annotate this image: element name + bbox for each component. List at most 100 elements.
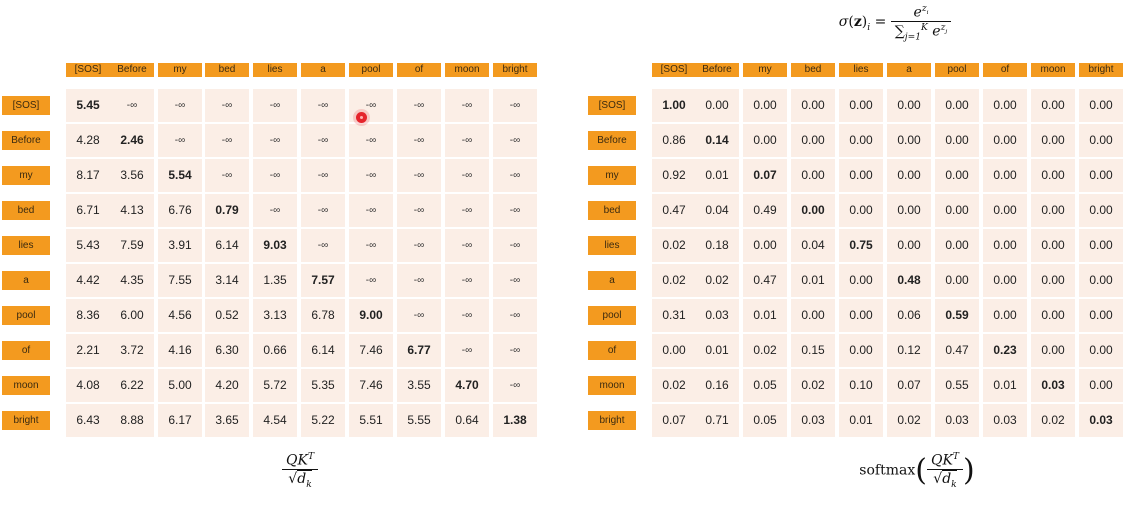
matrix-cell: -∞ [301,229,345,262]
matrix-cell: 0.01 [791,264,835,297]
matrix-cell: 0.07 [743,159,787,192]
matrix-cell: 0.00 [791,89,835,122]
matrix-cell: 0.02 [652,264,696,297]
matrix-cell: 2.46 [110,124,154,157]
row-label-pool: pool [2,306,50,325]
matrix-cell: 0.75 [839,229,883,262]
matrix-cell: 1.38 [493,404,537,437]
column-header-sos: [SOS] [652,63,696,77]
matrix-cell: 0.01 [695,334,739,367]
matrix-cell: -∞ [397,89,441,122]
matrix-cell: -∞ [445,89,489,122]
column-header-pool: pool [935,63,979,77]
matrix-cell: 0.00 [935,159,979,192]
matrix-cell: -∞ [493,89,537,122]
matrix-cell: 9.00 [349,299,393,332]
matrix-cell: 0.66 [253,334,297,367]
matrix-cell: -∞ [445,299,489,332]
matrix-cell: -∞ [349,229,393,262]
matrix-cell: 0.00 [935,124,979,157]
row-label-moon: moon [2,376,50,395]
matrix-cell: 6.00 [110,299,154,332]
matrix-cell: 4.16 [158,334,202,367]
row-label-of: of [2,341,50,360]
k-symbol: K [297,452,308,469]
column-header-bright: bright [1079,63,1123,77]
matrix-cell: 4.35 [110,264,154,297]
matrix-cell: -∞ [493,159,537,192]
softmax-denominator: ∑j=1K ezj [890,20,952,43]
matrix-cell: 0.79 [205,194,249,227]
matrix-cell: -∞ [493,229,537,262]
sum-lower: j=1 [904,32,922,43]
matrix-cell: -∞ [445,124,489,157]
transpose-symbol: T [952,452,959,462]
matrix-cell: 0.00 [791,194,835,227]
softmax-function-name: softmax [859,462,916,479]
matrix-cell: -∞ [253,89,297,122]
column-header-bed: bed [791,63,835,77]
matrix-cell: 0.00 [1079,334,1123,367]
matrix-cell: 7.59 [110,229,154,262]
matrix-cell: -∞ [349,194,393,227]
matrix-cell: 0.16 [695,369,739,402]
matrix-cell: 0.52 [205,299,249,332]
matrix-cell: 0.02 [695,264,739,297]
matrix-cell: 0.00 [839,299,883,332]
sqrt-symbol: √ [288,470,298,487]
matrix-cell: 0.01 [983,369,1027,402]
softmax-attention-formula: softmax( QKT √dk ) [859,452,975,490]
matrix-cell: 5.22 [301,404,345,437]
matrix-cell: -∞ [397,264,441,297]
matrix-cell: -∞ [158,124,202,157]
matrix-cell: 0.47 [652,194,696,227]
matrix-cell: 0.01 [743,299,787,332]
mouse-cursor-indicator [356,112,367,123]
matrix-cell: 0.00 [839,159,883,192]
matrix-cell: 0.07 [887,369,931,402]
matrix-cell: 0.00 [887,229,931,262]
column-header-moon: moon [445,63,489,77]
matrix-cell: 0.00 [791,299,835,332]
matrix-cell: -∞ [493,124,537,157]
matrix-cell: 0.03 [695,299,739,332]
matrix-cell: 0.02 [887,404,931,437]
matrix-cell: 0.00 [1031,229,1075,262]
matrix-cell: 0.71 [695,404,739,437]
j-sub: j [945,28,948,35]
row-label-bright: bright [2,411,50,430]
matrix-cell: -∞ [253,159,297,192]
matrix-cell: 4.28 [66,124,110,157]
matrix-cell: -∞ [397,124,441,157]
matrix-cell: 0.00 [1079,299,1123,332]
matrix-cell: 6.14 [205,229,249,262]
matrix-cell: 0.64 [445,404,489,437]
matrix-cell: -∞ [493,299,537,332]
matrix-cell: 0.59 [935,299,979,332]
matrix-cell: 6.71 [66,194,110,227]
matrix-cell: 0.04 [791,229,835,262]
matrix-cell: 0.00 [1031,194,1075,227]
column-header-a: a [887,63,931,77]
matrix-cell: 0.00 [1031,334,1075,367]
matrix-cell: 0.00 [887,194,931,227]
z-sup: z [940,22,946,33]
matrix-cell: 0.00 [887,124,931,157]
row-label-a: a [2,271,50,290]
row-label-moon: moon [588,376,636,395]
matrix-cell: -∞ [158,89,202,122]
matrix-cell: -∞ [205,159,249,192]
matrix-cell: 4.08 [66,369,110,402]
matrix-cell: 0.00 [935,194,979,227]
matrix-cell: 4.56 [158,299,202,332]
matrix-cell: -∞ [493,369,537,402]
sigma-symbol: σ [838,13,849,30]
matrix-cell: 0.00 [695,89,739,122]
matrix-cell: 4.20 [205,369,249,402]
matrix-cell: 0.06 [887,299,931,332]
matrix-cell: 7.46 [349,334,393,367]
matrix-cell: 0.00 [839,89,883,122]
matrix-cell: -∞ [445,229,489,262]
matrix-cell: 5.72 [253,369,297,402]
matrix-cell: 2.21 [66,334,110,367]
